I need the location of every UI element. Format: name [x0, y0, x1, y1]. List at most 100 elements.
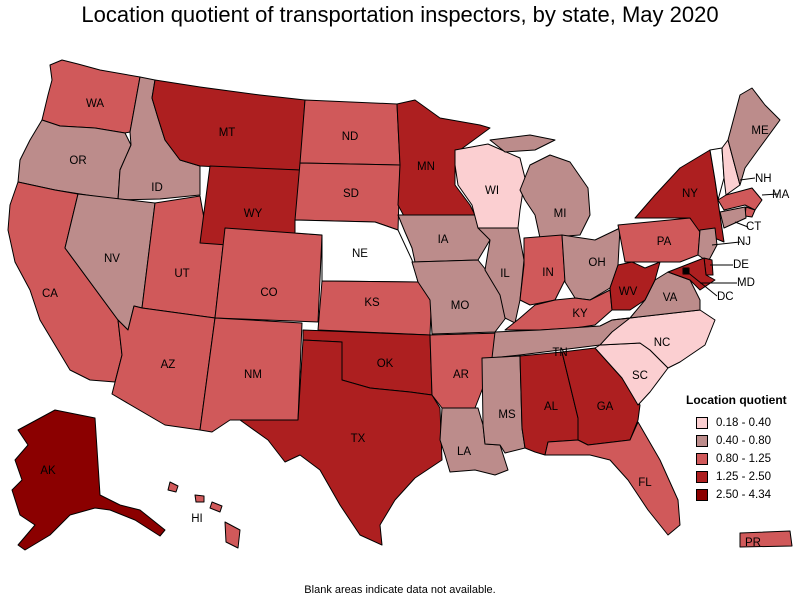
state-label-nj: NJ — [737, 236, 751, 248]
state-nm[interactable] — [199, 317, 303, 433]
state-label-la: LA — [457, 446, 471, 458]
state-vt[interactable] — [709, 147, 725, 201]
legend-swatch — [696, 453, 708, 465]
state-label-pa: PA — [657, 236, 672, 248]
state-label-wy: WY — [244, 208, 263, 220]
state-label-wa: WA — [86, 98, 104, 110]
state-label-dc: DC — [717, 291, 734, 303]
state-label-wv: WV — [619, 286, 638, 298]
legend: Location quotient 0.18 - 0.40 0.40 - 0.80… — [686, 393, 796, 505]
callout-line-nj — [711, 241, 741, 246]
footnote: Blank areas indicate data not available. — [304, 584, 496, 596]
state-wv[interactable] — [609, 261, 661, 311]
callout-line-nh — [739, 177, 756, 181]
legend-swatch — [696, 435, 708, 447]
state-label-ks: KS — [364, 297, 380, 309]
state-label-mi: MI — [554, 208, 567, 220]
state-label-oh: OH — [588, 257, 605, 269]
state-label-ky: KY — [572, 308, 588, 320]
state-label-nc: NC — [654, 337, 671, 349]
legend-label: 0.18 - 0.40 — [716, 417, 771, 429]
legend-label: 0.40 - 0.80 — [716, 435, 771, 447]
state-nj[interactable] — [697, 227, 718, 263]
state-label-id: ID — [151, 182, 163, 194]
state-label-va: VA — [663, 292, 678, 304]
state-label-ne: NE — [352, 248, 368, 260]
legend-swatch — [696, 489, 708, 501]
dc-marker — [683, 268, 689, 274]
state-label-ia: IA — [438, 234, 449, 246]
state-label-sd: SD — [343, 188, 359, 200]
state-co[interactable] — [214, 227, 323, 323]
state-il[interactable] — [477, 227, 525, 324]
state-label-hi: HI — [191, 513, 203, 525]
state-label-ms: MS — [498, 409, 516, 421]
state-label-ut: UT — [174, 268, 189, 280]
state-label-nv: NV — [104, 253, 120, 265]
state-label-md: MD — [737, 277, 755, 289]
state-label-ga: GA — [597, 401, 614, 413]
state-label-mt: MT — [219, 127, 236, 139]
state-ak[interactable] — [11, 409, 166, 551]
state-fl[interactable] — [544, 421, 681, 536]
state-label-mn: MN — [417, 161, 435, 173]
state-label-sc: SC — [632, 370, 648, 382]
state-label-fl: FL — [638, 477, 652, 489]
legend-title: Location quotient — [686, 393, 787, 407]
state-label-nm: NM — [244, 369, 262, 381]
state-label-or: OR — [69, 155, 86, 167]
state-label-ak: AK — [40, 465, 56, 477]
legend-label: 2.50 - 4.34 — [716, 489, 771, 501]
state-tx[interactable] — [239, 339, 443, 546]
state-label-tn: TN — [552, 347, 567, 359]
state-ma[interactable] — [717, 187, 763, 211]
state-pr[interactable] — [739, 530, 793, 548]
state-wa[interactable] — [41, 59, 141, 134]
state-label-ct: CT — [746, 221, 761, 233]
legend-item: 1.25 - 2.50 — [686, 469, 796, 485]
state-nc[interactable] — [599, 309, 716, 369]
state-label-il: IL — [500, 268, 510, 280]
state-label-pr: PR — [745, 537, 761, 549]
state-label-ar: AR — [453, 369, 469, 381]
legend-label: 1.25 - 2.50 — [716, 471, 771, 483]
state-label-nd: ND — [342, 131, 359, 143]
callout-line-dc — [685, 270, 718, 297]
legend-label: 0.80 - 1.25 — [716, 453, 771, 465]
state-hi[interactable] — [167, 481, 241, 549]
legend-item: 0.18 - 0.40 — [686, 415, 796, 431]
state-mo[interactable] — [411, 259, 509, 335]
state-ct[interactable] — [719, 206, 747, 229]
state-label-mo: MO — [451, 300, 470, 312]
state-label-ma: MA — [772, 189, 790, 201]
state-label-ny: NY — [682, 188, 698, 200]
states-layer — [7, 59, 793, 551]
state-mn[interactable] — [396, 99, 491, 219]
callout-line-ct — [734, 221, 749, 228]
callout-line-ma — [761, 193, 779, 196]
state-label-de: DE — [733, 259, 749, 271]
state-label-in: IN — [542, 267, 554, 279]
legend-swatch — [696, 471, 708, 483]
state-label-wi: WI — [485, 185, 499, 197]
state-la[interactable] — [439, 407, 509, 476]
state-label-az: AZ — [161, 359, 176, 371]
labels-layer: WA OR CA ID NV UT AZ MT WY CO NM ND SD NE KS OK TX MN IA MO… — [40, 98, 769, 549]
state-label-ca: CA — [42, 288, 58, 300]
state-md[interactable] — [667, 257, 716, 291]
state-label-ok: OK — [377, 358, 394, 370]
legend-item: 0.80 - 1.25 — [686, 451, 796, 467]
state-nh[interactable] — [721, 139, 741, 196]
state-label-me: ME — [751, 125, 769, 137]
map-title: Location quotient of transportation insp… — [81, 2, 719, 27]
state-label-co: CO — [260, 287, 277, 299]
state-mi[interactable] — [489, 134, 591, 239]
legend-items: 0.18 - 0.40 0.40 - 0.80 0.80 - 1.25 1.25 - … — [686, 415, 796, 503]
legend-swatch — [696, 417, 708, 429]
state-label-al: AL — [544, 401, 559, 413]
legend-item: 0.40 - 0.80 — [686, 433, 796, 449]
state-label-tx: TX — [351, 433, 366, 445]
state-ms[interactable] — [481, 355, 526, 454]
